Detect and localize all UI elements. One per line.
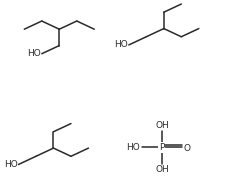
Text: OH: OH [156, 165, 169, 174]
Text: HO: HO [126, 143, 140, 152]
Text: HO: HO [27, 49, 41, 58]
Text: P: P [159, 143, 165, 152]
Text: HO: HO [4, 160, 18, 169]
Text: HO: HO [114, 40, 128, 49]
Text: O: O [184, 144, 191, 153]
Text: OH: OH [156, 121, 169, 130]
